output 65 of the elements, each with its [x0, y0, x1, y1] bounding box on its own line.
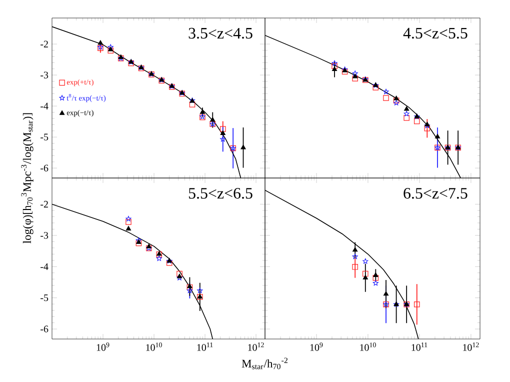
x-axis-title: M$_{star}$/h$_{70}$-2: [242, 358, 288, 370]
point: [424, 125, 430, 132]
point: [136, 240, 142, 246]
point: [352, 74, 358, 78]
point: [210, 117, 216, 122]
point: [373, 272, 378, 277]
y-tick-label: -6: [40, 164, 48, 172]
point: [118, 54, 124, 59]
point: [220, 126, 226, 132]
y-tick-label: -4: [40, 102, 48, 110]
point: [362, 274, 368, 280]
y-tick-label: -2: [40, 200, 48, 208]
point: [146, 244, 152, 248]
point: [126, 226, 132, 230]
point: [352, 70, 358, 76]
chart-title: 6.5<z<7.5: [404, 188, 468, 199]
point: [404, 110, 410, 116]
chart-title: 4.5<z<5.5: [403, 28, 468, 39]
point: [126, 216, 132, 222]
point: [176, 274, 182, 278]
y-tick-label: -3: [40, 72, 48, 78]
point: [352, 76, 358, 82]
point: [197, 288, 203, 294]
y-tick-label: -6: [40, 326, 48, 332]
y-tick-label: -3: [40, 232, 48, 239]
point: [372, 84, 379, 90]
point: [383, 88, 389, 94]
x-tick-label: 10$^{12}$: [463, 342, 479, 351]
point: [332, 60, 338, 66]
point: [342, 68, 348, 75]
point: [372, 280, 378, 286]
chart-title: 3.5<z<4.5: [188, 28, 252, 39]
point: [108, 44, 114, 50]
y-axis-title: log(φ)[h$_{70}$$^{3}$Mpc$^{-3}$/log(M$_{star}$)]: [21, 113, 34, 244]
chart-title: 5.5<z<6.5: [188, 188, 252, 199]
point: [332, 66, 338, 72]
point: [352, 247, 358, 252]
y-tick-label: -5: [40, 294, 48, 302]
point: [362, 270, 368, 277]
y-tick-label: -2: [40, 40, 48, 48]
point: [126, 219, 132, 225]
point: [98, 40, 103, 45]
x-tick-label: 10$^{11}$: [197, 342, 213, 351]
x-tick-label: 10$^{11}$: [412, 342, 428, 351]
point: [189, 102, 196, 108]
point: [394, 100, 400, 106]
point: [362, 258, 368, 264]
y-tick-label: -4: [40, 263, 48, 270]
point: [176, 270, 182, 277]
point: [393, 98, 400, 104]
x-tick-label: 10$^{9}$: [96, 342, 110, 351]
point: [352, 254, 358, 260]
point: [200, 109, 206, 114]
x-tick-label: 10$^{12}$: [248, 342, 264, 351]
x-tick-label: 10$^{10}$: [360, 342, 376, 351]
point: [220, 130, 226, 135]
point: [383, 95, 389, 101]
point: [156, 256, 162, 261]
point: [414, 118, 420, 124]
x-tick-label: 10$^{10}$: [146, 342, 162, 351]
x-tick-label: 10$^{9}$: [310, 342, 323, 351]
y-tick-label: -5: [40, 134, 48, 140]
point: [352, 264, 358, 270]
point: [404, 114, 410, 121]
point: [383, 291, 389, 296]
